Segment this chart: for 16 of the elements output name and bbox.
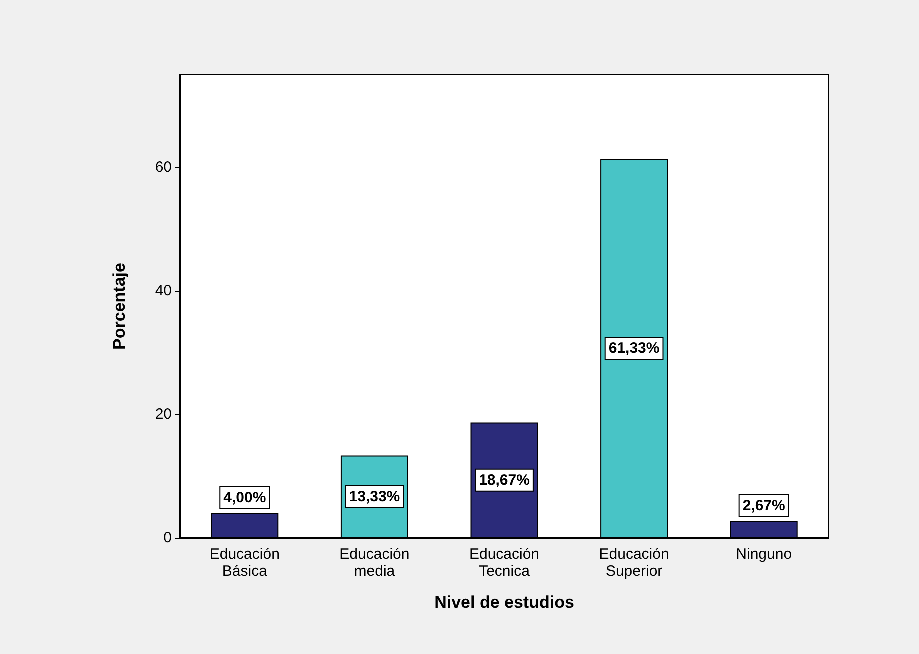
y-tick-label: 60 <box>155 159 172 176</box>
y-tick-label: 0 <box>164 530 172 546</box>
data-label: 13,33% <box>349 488 400 506</box>
data-label: 4,00% <box>224 489 266 506</box>
x-tick-label: Educación Superior <box>599 546 670 580</box>
x-tick-label: Educación Tecnica <box>469 546 540 580</box>
data-label: 61,33% <box>608 340 660 358</box>
y-axis-title: Porcentaje <box>110 263 129 350</box>
data-label: 2,67% <box>742 498 786 515</box>
x-tick-label: Educación Básica <box>210 546 280 580</box>
y-tick-label: 40 <box>155 282 172 300</box>
data-label: 18,67% <box>479 472 530 489</box>
x-tick-label: Educación media <box>340 546 410 580</box>
x-axis-title: Nivel de estudios <box>434 593 574 612</box>
x-tick-label: Ninguno <box>736 546 792 563</box>
y-tick-label: 20 <box>155 406 172 424</box>
